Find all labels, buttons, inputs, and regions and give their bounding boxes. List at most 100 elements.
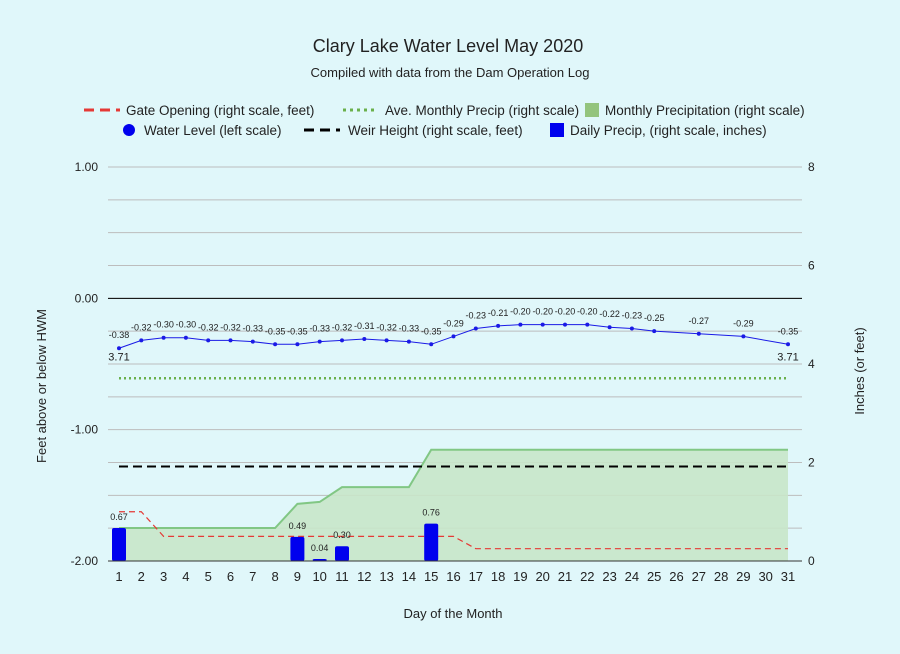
daily-precip-bar	[335, 546, 349, 561]
legend-label-gate: Gate Opening (right scale, feet)	[126, 103, 314, 118]
water-level-label: -0.35	[421, 326, 442, 336]
y-axis-right-title: Inches (or feet)	[852, 327, 867, 414]
water-level-label: -0.23	[466, 311, 487, 321]
water-level-label: -0.20	[532, 307, 553, 317]
water-level-label: -0.29	[443, 318, 464, 328]
x-tick-label: 1	[115, 569, 122, 584]
x-tick-label: 3	[160, 569, 167, 584]
y-left-tick-label: 1.00	[75, 160, 99, 174]
daily-precip-bars	[112, 523, 439, 561]
x-tick-label: 13	[379, 569, 393, 584]
water-level-point	[786, 342, 790, 347]
water-level-point	[563, 322, 567, 327]
water-level-point	[273, 342, 278, 347]
y-right-tick-label: 2	[808, 456, 815, 470]
gate-opening-line	[119, 511, 788, 550]
water-level-label: -0.31	[354, 321, 375, 331]
water-level-point	[206, 338, 211, 343]
daily-precip-label: 0.49	[289, 521, 307, 531]
legend-item-water: Water Level (left scale)	[123, 123, 282, 138]
water-level-label: -0.23	[622, 311, 643, 321]
legend-item-monthly: Monthly Precipitation (right scale)	[585, 103, 805, 118]
daily-precip-bar	[112, 528, 126, 561]
water-level-point	[451, 334, 456, 339]
x-tick-label: 4	[182, 569, 189, 584]
legend-label-daily: Daily Precip, (right scale, inches)	[570, 123, 767, 138]
water-level-point	[384, 338, 389, 343]
x-tick-label: 30	[758, 569, 772, 584]
water-level-label: -0.21	[488, 308, 509, 318]
water-level-point	[250, 339, 255, 344]
daily-precip-bar	[290, 536, 305, 561]
x-tick-label: 15	[424, 569, 438, 584]
water-level-label: -0.32	[332, 322, 353, 332]
x-tick-label: 17	[469, 569, 483, 584]
water-level-label: -0.35	[265, 326, 286, 336]
legend-label-ave: Ave. Monthly Precip (right scale)	[385, 103, 579, 118]
x-tick-label: 5	[205, 569, 212, 584]
legend-item-gate: Gate Opening (right scale, feet)	[84, 103, 314, 118]
daily-precip-label: 0.30	[333, 530, 351, 540]
x-tick-label: 27	[692, 569, 706, 584]
legend-item-daily: Daily Precip, (right scale, inches)	[550, 123, 767, 138]
x-tick-label: 10	[312, 569, 326, 584]
data-labels: -0.38-0.32 -0.30 -0.30 -0.32 -0.32 -0.33 -0.35…	[108, 307, 798, 553]
water-level-label: -0.33	[243, 324, 264, 334]
water-level-point	[340, 338, 344, 343]
y-right-tick-label: 0	[808, 554, 815, 568]
water-level-label: -0.35	[287, 326, 308, 336]
water-level-label: -0.33	[399, 324, 420, 334]
water-level-label: -0.30	[176, 320, 197, 330]
legend-swatch-monthly	[585, 103, 599, 117]
y-right-tick-label: 4	[808, 357, 815, 371]
x-tick-label: 31	[781, 569, 795, 584]
y-left-tick-label: -2.00	[71, 554, 99, 568]
water-level-label: -0.35	[778, 326, 799, 336]
water-level-point	[362, 337, 367, 342]
water-level-point	[183, 335, 188, 340]
x-tick-label: 8	[271, 569, 278, 584]
x-tick-label: 14	[402, 569, 416, 584]
y-right-tick-label: 8	[808, 160, 815, 174]
ave-precip-label: 3.71	[777, 351, 798, 363]
y-right-tick-label: 6	[808, 259, 815, 273]
water-level-point	[540, 322, 545, 327]
water-level-label: -0.25	[644, 313, 665, 323]
x-tick-label: 16	[446, 569, 460, 584]
water-level-point	[429, 342, 434, 347]
chart-title: Clary Lake Water Level May 2020	[313, 36, 583, 56]
water-level-point	[652, 329, 657, 334]
x-tick-label: 20	[535, 569, 549, 584]
water-level-label: -0.20	[577, 307, 598, 317]
daily-precip-label: 0.67	[110, 512, 128, 522]
water-level-point	[696, 331, 701, 336]
water-level-point	[607, 325, 612, 330]
x-tick-label: 19	[513, 569, 527, 584]
x-tick-label: 29	[736, 569, 750, 584]
water-level-label: -0.27	[689, 316, 710, 326]
water-level-point	[317, 339, 322, 344]
water-level-label: -0.20	[555, 307, 576, 317]
x-tick-label: 26	[669, 569, 683, 584]
x-tick-label: 18	[491, 569, 505, 584]
x-tick-label: 11	[335, 569, 349, 584]
water-level-label: -0.20	[510, 307, 531, 317]
water-level-label: -0.33	[309, 324, 330, 334]
legend-item-weir: Weir Height (right scale, feet)	[304, 123, 523, 138]
water-level-label: -0.30	[153, 320, 174, 330]
legend-label-weir: Weir Height (right scale, feet)	[348, 123, 523, 138]
monthly-precip-area	[119, 448, 788, 561]
water-level-label: -0.38	[109, 330, 130, 340]
water-level-point	[473, 326, 478, 331]
x-tick-label: 21	[558, 569, 572, 584]
monthly-precip-fill	[119, 449, 788, 561]
water-level-point	[117, 346, 121, 351]
water-level-point	[496, 323, 501, 328]
x-tick-label: 28	[714, 569, 728, 584]
y-left-tick-label: 0.00	[75, 291, 99, 305]
x-tick-label: 22	[580, 569, 594, 584]
water-level-point	[295, 342, 300, 347]
water-level-point	[585, 322, 590, 327]
water-level-label: -0.32	[220, 322, 241, 332]
